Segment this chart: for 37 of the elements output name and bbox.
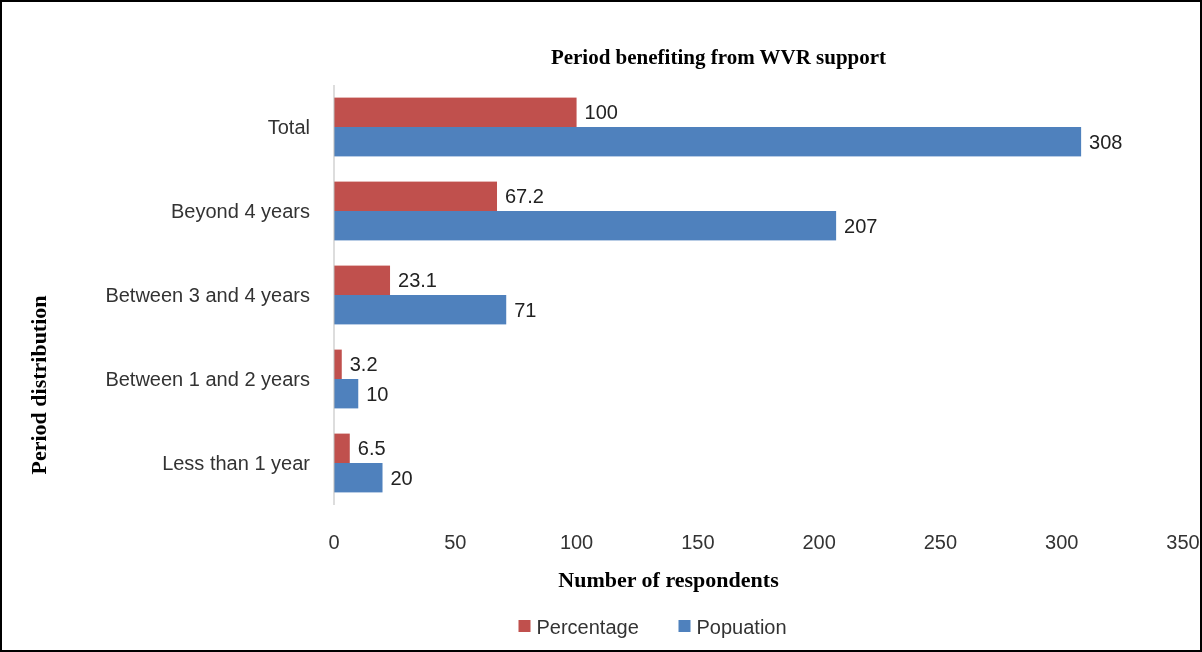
y-tick-label: Between 3 and 4 years [105, 284, 310, 306]
bar [334, 463, 383, 493]
x-tick-label: 350 [1166, 531, 1200, 553]
legend-label: Popuation [696, 616, 787, 638]
bar [334, 97, 577, 127]
y-axis-title: Period distribution [26, 295, 51, 475]
bar [334, 127, 1082, 157]
x-tick-label: 300 [1045, 531, 1079, 553]
chart-title: Period benefiting from WVR support [550, 45, 887, 69]
x-tick-label: 200 [802, 531, 836, 553]
y-tick-label: Less than 1 year [162, 452, 311, 474]
data-label: 10 [366, 382, 389, 405]
x-axis-title: Number of respondents [558, 567, 780, 592]
data-label: 207 [844, 214, 878, 237]
bar [334, 211, 837, 241]
data-label: 71 [514, 298, 537, 321]
legend-label: Percentage [536, 616, 639, 638]
bar [334, 181, 498, 211]
bar [334, 295, 507, 325]
bar [334, 433, 350, 463]
x-tick-label: 50 [444, 531, 467, 553]
y-tick-label: Total [267, 116, 310, 138]
data-label: 23.1 [398, 269, 437, 292]
data-label: 20 [390, 466, 413, 489]
x-tick-label: 0 [328, 531, 340, 553]
x-tick-label: 250 [923, 531, 958, 553]
bar [334, 265, 391, 295]
data-label: 67.2 [505, 185, 544, 208]
data-label: 6.5 [357, 437, 386, 460]
y-tick-label: Between 1 and 2 years [105, 368, 310, 390]
y-tick-label: Beyond 4 years [171, 200, 310, 222]
bar [334, 379, 359, 409]
data-label: 100 [584, 101, 618, 124]
data-label: 3.2 [349, 353, 378, 376]
x-tick-label: 150 [681, 531, 715, 553]
x-tick-label: 100 [559, 531, 594, 553]
data-label: 308 [1089, 130, 1123, 153]
